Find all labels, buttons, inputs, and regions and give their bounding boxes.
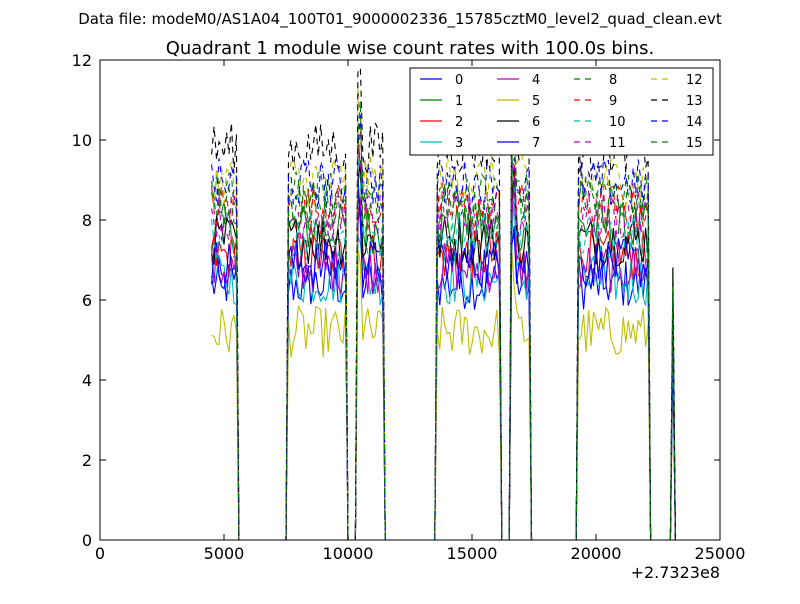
y-tick-label: 4 bbox=[82, 371, 92, 390]
series-line-5 bbox=[211, 247, 676, 541]
legend-label-13: 13 bbox=[686, 94, 703, 109]
series-line-11 bbox=[211, 148, 676, 541]
series-line-7 bbox=[211, 173, 676, 541]
y-tick-label: 12 bbox=[72, 51, 92, 70]
x-tick-label: 5000 bbox=[204, 544, 245, 563]
y-tick-label: 6 bbox=[82, 291, 92, 310]
series-line-14 bbox=[211, 114, 676, 541]
legend-label-12: 12 bbox=[686, 73, 703, 88]
x-tick-label: 15000 bbox=[447, 544, 498, 563]
x-offset-label: +2.7323e8 bbox=[631, 563, 720, 582]
chart-title: Quadrant 1 module wise count rates with … bbox=[166, 38, 655, 59]
series-line-6 bbox=[211, 160, 676, 541]
legend-label-14: 14 bbox=[686, 115, 703, 130]
y-tick-label: 2 bbox=[82, 451, 92, 470]
legend-label-15: 15 bbox=[686, 136, 703, 151]
x-tick-label: 25000 bbox=[695, 544, 746, 563]
y-tick-label: 0 bbox=[82, 531, 92, 550]
series-line-2 bbox=[211, 189, 676, 541]
legend-label-8: 8 bbox=[609, 73, 617, 88]
legend-label-3: 3 bbox=[455, 136, 463, 151]
y-tick-label: 10 bbox=[72, 131, 92, 150]
legend-label-0: 0 bbox=[455, 73, 463, 88]
x-tick-label: 0 bbox=[95, 544, 105, 563]
legend-box bbox=[409, 67, 714, 156]
legend-label-4: 4 bbox=[532, 73, 540, 88]
legend-label-6: 6 bbox=[532, 115, 540, 130]
series-line-0 bbox=[211, 196, 676, 541]
legend-label-2: 2 bbox=[455, 115, 463, 130]
y-tick-label: 8 bbox=[82, 211, 92, 230]
legend-label-5: 5 bbox=[532, 94, 540, 109]
legend-label-7: 7 bbox=[532, 136, 540, 151]
legend-label-11: 11 bbox=[609, 136, 626, 151]
x-tick-label: 10000 bbox=[323, 544, 374, 563]
x-tick-label: 20000 bbox=[571, 544, 622, 563]
legend-label-1: 1 bbox=[455, 94, 463, 109]
legend-label-9: 9 bbox=[609, 94, 617, 109]
plot-layer bbox=[211, 65, 676, 541]
axes-layer: 0 5000 10000 15000 20000 25000024681012+2.732… bbox=[72, 51, 746, 582]
legend-label-10: 10 bbox=[609, 115, 626, 130]
datafile-label: Data file: modeM0/AS1A04_100T01_90000023… bbox=[78, 10, 722, 29]
